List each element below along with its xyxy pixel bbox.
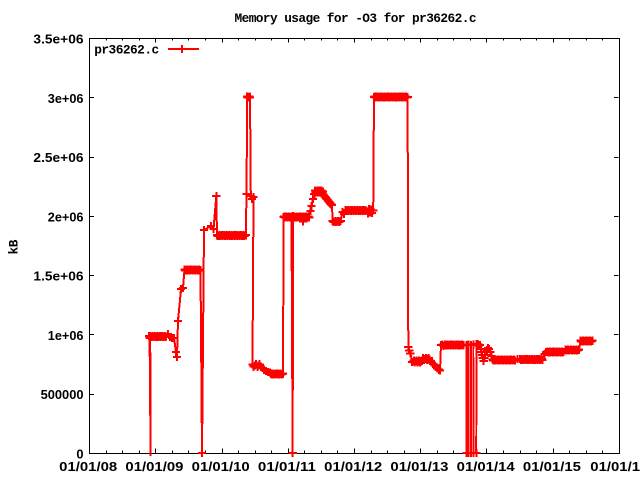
svg-text:Memory usage for -O3 for pr362: Memory usage for -O3 for pr36262.c [235,11,477,26]
svg-text:01/01/11: 01/01/11 [258,459,316,474]
svg-text:01/01/14: 01/01/14 [457,459,516,474]
svg-text:3.5e+06: 3.5e+06 [33,32,83,47]
svg-text:500000: 500000 [41,387,84,402]
svg-text:01/01/13: 01/01/13 [390,459,448,474]
svg-text:01/01/16: 01/01/16 [590,459,640,474]
svg-text:1e+06: 1e+06 [48,328,84,343]
svg-text:01/01/15: 01/01/15 [523,459,581,474]
svg-text:2e+06: 2e+06 [48,209,84,224]
svg-text:2.5e+06: 2.5e+06 [33,150,83,165]
svg-text:kB: kB [6,239,21,254]
svg-text:pr36262.c: pr36262.c [94,43,159,58]
svg-text:01/01/12: 01/01/12 [324,459,382,474]
svg-text:01/01/09: 01/01/09 [125,459,183,474]
svg-text:1.5e+06: 1.5e+06 [33,269,83,284]
svg-text:0: 0 [76,447,83,462]
svg-text:01/01/10: 01/01/10 [192,459,250,474]
svg-text:01/01/08: 01/01/08 [59,459,117,474]
svg-text:3e+06: 3e+06 [48,91,84,106]
